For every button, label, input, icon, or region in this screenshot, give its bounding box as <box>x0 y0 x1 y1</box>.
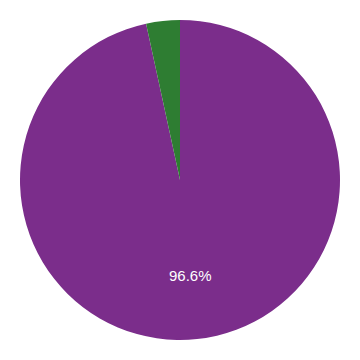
svg-text:96.6%: 96.6% <box>169 267 212 284</box>
